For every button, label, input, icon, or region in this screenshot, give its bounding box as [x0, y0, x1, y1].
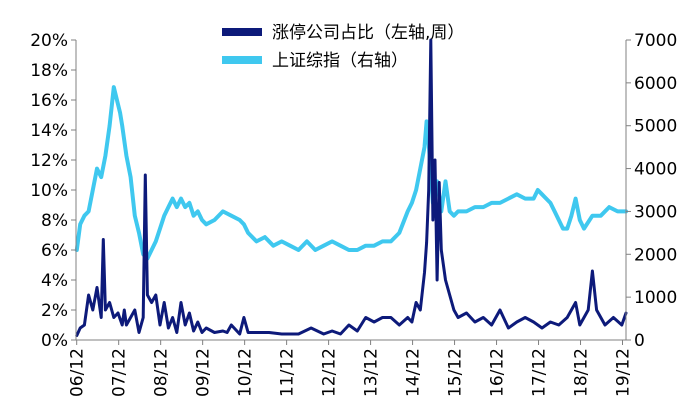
x-tick-label: 07/12: [110, 348, 130, 397]
x-tick-label: 15/12: [446, 348, 466, 397]
x-tick-label: 08/12: [152, 348, 172, 397]
y-left-tick-label: 12%: [30, 151, 68, 171]
y-left-tick-label: 4%: [41, 271, 68, 291]
axes: 0% 2% 4% 6% 8% 10% 12% 14% 16% 18% 20% 0 1000 2000 300…: [30, 31, 677, 397]
series-layer: [74, 38, 628, 337]
x-tick-label: 19/12: [614, 348, 634, 397]
y-left-tick-label: 20%: [30, 31, 68, 51]
legend-label-series-0: 涨停公司占比（左轴,周）: [272, 23, 464, 43]
y-left-tick-label: 2%: [41, 301, 68, 321]
x-tick-label: 17/12: [530, 348, 550, 397]
y-left-tick-label: 6%: [41, 241, 68, 261]
y-right-tick-label: 1000: [634, 288, 677, 308]
x-tick-label: 18/12: [572, 348, 592, 397]
y-right-tick-label: 7000: [634, 31, 677, 51]
y-left-tick-label: 16%: [30, 91, 68, 111]
legend: 涨停公司占比（左轴,周） 上证综指（右轴）: [222, 23, 464, 71]
y-left-tick-label: 0%: [41, 331, 68, 351]
y-right-tick-label: 5000: [634, 117, 677, 137]
x-tick-label: 10/12: [236, 348, 256, 397]
x-tick-label: 14/12: [404, 348, 424, 397]
y-right-tick-label: 3000: [634, 202, 677, 222]
x-tick-label: 16/12: [488, 348, 508, 397]
x-tick-label: 09/12: [194, 348, 214, 397]
x-tick-label: 06/12: [68, 348, 88, 397]
y-right-tick-label: 6000: [634, 74, 677, 94]
x-tick-label: 12/12: [320, 348, 340, 397]
y-right-tick-label: 0: [634, 331, 645, 351]
y-right-tick-label: 4000: [634, 160, 677, 180]
legend-label-series-1: 上证综指（右轴）: [272, 51, 408, 71]
series-line-0: [75, 38, 628, 337]
y-left-tick-label: 8%: [41, 211, 68, 231]
y-left-tick-label: 10%: [30, 181, 68, 201]
y-right-tick-label: 2000: [634, 245, 677, 265]
series-line-1: [74, 85, 628, 261]
y-left-tick-label: 18%: [30, 61, 68, 81]
y-left-tick-label: 14%: [30, 121, 68, 141]
x-tick-label: 11/12: [278, 348, 298, 397]
x-tick-label: 13/12: [362, 348, 382, 397]
